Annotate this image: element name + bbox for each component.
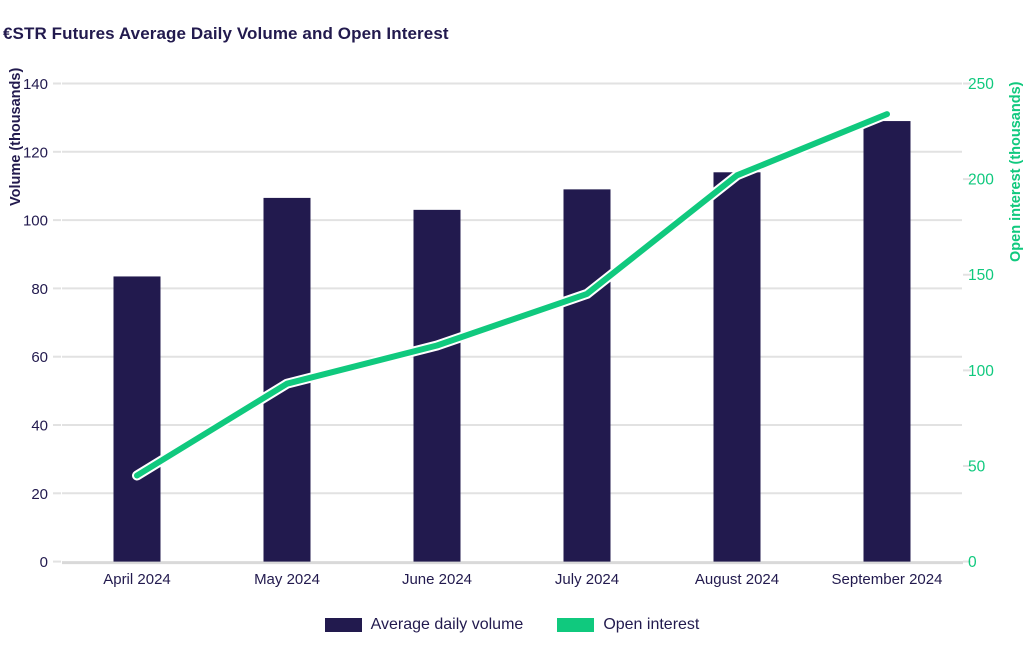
volume-swatch-icon: [324, 618, 362, 632]
left-tick-label-0: 0: [40, 554, 48, 571]
x-label-1: May 2024: [254, 571, 320, 588]
x-label-5: September 2024: [832, 571, 943, 588]
bar-5: [863, 121, 911, 562]
x-label-3: July 2024: [555, 571, 619, 588]
left-tick-label-140: 140: [23, 76, 48, 93]
open-interest-swatch-icon: [557, 618, 595, 632]
left-tick-label-40: 40: [31, 418, 48, 435]
bar-3: [563, 189, 611, 562]
legend-item-average-daily-volume: Average daily volume: [324, 616, 524, 634]
chart-title: €STR Futures Average Daily Volume and Op…: [3, 24, 449, 43]
bar-2: [413, 209, 461, 562]
left-tick-label-80: 80: [31, 281, 48, 298]
right-axis-title: Open interest (thousands): [1008, 81, 1024, 262]
left-tick-label-100: 100: [23, 213, 48, 230]
right-tick-label-0: 0: [968, 554, 977, 571]
right-tick-label-100: 100: [968, 363, 994, 380]
tick-marks: [53, 82, 971, 563]
right-tick-label-250: 250: [968, 76, 994, 93]
legend-label-volume: Average daily volume: [370, 616, 524, 633]
right-tick-label-150: 150: [968, 267, 994, 284]
left-tick-label-60: 60: [31, 349, 48, 366]
right-tick-label-50: 50: [968, 458, 986, 475]
x-label-0: April 2024: [103, 571, 171, 588]
legend-item-open-interest: Open interest: [557, 616, 699, 634]
chart-legend: Average daily volume Open interest: [0, 612, 1024, 638]
bar-0: [113, 276, 161, 562]
bar-4: [713, 172, 761, 562]
x-label-2: June 2024: [402, 571, 472, 588]
right-tick-label-200: 200: [968, 172, 994, 189]
left-axis-title: Volume (thousands): [8, 68, 24, 206]
legend-label-open-interest: Open interest: [603, 616, 700, 633]
bar-series: [113, 121, 911, 562]
left-tick-label-20: 20: [31, 486, 48, 503]
tick-labels: 0 20 40 60 80 100 120 140 0 50 100 150 200 250 April 2…: [23, 76, 994, 588]
gridlines: [62, 82, 962, 495]
x-label-4: August 2024: [695, 571, 779, 588]
line-open-interest: [134, 111, 890, 479]
left-tick-label-120: 120: [23, 144, 48, 161]
line-casing: [132, 109, 892, 481]
line-series: [132, 109, 892, 481]
